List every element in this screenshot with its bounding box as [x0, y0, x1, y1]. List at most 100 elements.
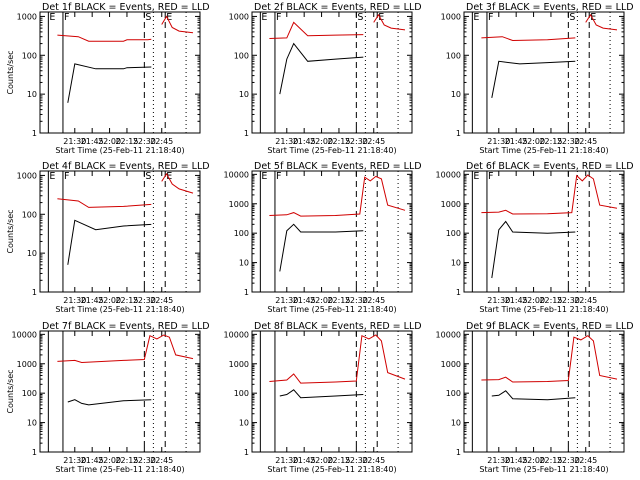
- x-tick-label: 22:30: [557, 137, 580, 146]
- marker-letter: S: [145, 12, 151, 23]
- marker-letter: E: [378, 12, 384, 23]
- x-tick-label: 22:45: [362, 456, 385, 465]
- x-tick-label: 21:30: [275, 456, 298, 465]
- x-tick-label: 22:15: [327, 137, 350, 146]
- x-tick-label: 22:15: [115, 456, 138, 465]
- lld-series-2: [57, 198, 152, 208]
- detector-panel-7: Det 7f BLACK = Events, RED = LLD 1 10 100 10…: [6, 321, 210, 474]
- x-tick-label: 22:30: [345, 137, 368, 146]
- y-tick-label: 1000: [229, 12, 249, 21]
- y-tick-label: 10: [239, 419, 249, 428]
- x-tick-label: 22:45: [574, 296, 597, 305]
- x-tick-label: 21:45: [505, 137, 528, 146]
- x-tick-label: 21:45: [293, 296, 316, 305]
- lld-series-2: [269, 334, 406, 384]
- marker-letter: E: [590, 12, 596, 23]
- marker-letter: F: [64, 171, 69, 182]
- y-tick-label: 1000: [441, 360, 461, 369]
- y-tick-label: 1000: [17, 171, 37, 180]
- events-series-1: [491, 390, 576, 401]
- y-tick-label: 10000: [12, 330, 37, 339]
- y-axis-label: Counts/sec: [6, 50, 15, 94]
- x-tick-label: 21:45: [81, 456, 104, 465]
- plot-frame: [251, 330, 413, 453]
- marker-letter: S: [569, 12, 575, 23]
- lld-series-3: [373, 13, 406, 31]
- events-series-1: [67, 399, 152, 406]
- plot-frame: [463, 11, 625, 134]
- marker-letter: E: [473, 171, 479, 182]
- events-series-1: [279, 223, 364, 272]
- x-tick-label: 21:45: [81, 137, 104, 146]
- y-tick-label: 10000: [436, 170, 461, 179]
- y-tick-label: 10: [451, 419, 461, 428]
- x-tick-label: 22:15: [539, 456, 562, 465]
- y-axis-label: Counts/sec: [6, 209, 15, 253]
- y-tick-label: 100: [446, 51, 461, 60]
- detector-panel-3: Det 3f BLACK = Events, RED = LLD 1 10 100 10…: [441, 2, 634, 155]
- y-tick-label: 1: [456, 129, 461, 138]
- x-axis-label: Start Time (25-Feb-11 21:18:40): [267, 305, 396, 314]
- detector-panel-5: Det 5f BLACK = Events, RED = LLD 1 10 100 10…: [224, 161, 422, 314]
- y-tick-label: 100: [234, 51, 249, 60]
- detector-panel-1: Det 1f BLACK = Events, RED = LLD 1 10 100 10…: [6, 2, 210, 155]
- panel-title: Det 1f BLACK = Events, RED = LLD: [42, 2, 210, 13]
- x-tick-label: 22:45: [362, 296, 385, 305]
- y-tick-label: 10: [451, 90, 461, 99]
- x-tick-label: 22:30: [133, 137, 156, 146]
- marker-letter: F: [276, 171, 281, 182]
- marker-letter: F: [488, 171, 493, 182]
- x-axis-label: Start Time (25-Feb-11 21:18:40): [55, 465, 184, 474]
- x-axis-label: Start Time (25-Feb-11 21:18:40): [479, 305, 608, 314]
- x-tick-label: 22:30: [345, 296, 368, 305]
- x-axis-label: Start Time (25-Feb-11 21:18:40): [267, 146, 396, 155]
- panel-title: Det 7f BLACK = Events, RED = LLD: [42, 321, 210, 332]
- x-tick-label: 22:45: [150, 296, 173, 305]
- plot-frame: [463, 330, 625, 453]
- y-tick-label: 1: [456, 288, 461, 297]
- x-axis-label: Start Time (25-Feb-11 21:18:40): [55, 305, 184, 314]
- y-tick-label: 10: [451, 259, 461, 268]
- x-tick-label: 22:15: [539, 296, 562, 305]
- x-tick-label: 22:15: [539, 137, 562, 146]
- detector-panel-9: Det 9f BLACK = Events, RED = LLD 1 10 100 10…: [436, 321, 634, 474]
- x-axis-label: Start Time (25-Feb-11 21:18:40): [267, 465, 396, 474]
- y-tick-label: 10: [27, 90, 37, 99]
- y-tick-label: 1: [244, 448, 249, 457]
- y-tick-label: 1: [244, 129, 249, 138]
- y-tick-label: 10: [27, 249, 37, 258]
- y-tick-label: 100: [234, 229, 249, 238]
- panel-title: Det 9f BLACK = Events, RED = LLD: [466, 321, 634, 332]
- x-tick-label: 21:45: [505, 296, 528, 305]
- y-tick-label: 100: [446, 229, 461, 238]
- marker-letter: F: [276, 12, 281, 23]
- x-tick-label: 22:00: [522, 456, 545, 465]
- detector-panel-8: Det 8f BLACK = Events, RED = LLD 1 10 100 10…: [224, 321, 422, 474]
- x-tick-label: 22:00: [522, 296, 545, 305]
- lld-series-2: [269, 175, 406, 217]
- x-tick-label: 22:30: [557, 456, 580, 465]
- x-tick-label: 22:00: [310, 296, 333, 305]
- y-tick-label: 100: [22, 389, 37, 398]
- marker-letter: S: [145, 171, 151, 182]
- x-tick-label: 21:45: [293, 137, 316, 146]
- x-tick-label: 22:00: [98, 456, 121, 465]
- events-series-1: [491, 60, 576, 98]
- lld-series-2: [57, 334, 194, 364]
- lld-series-2: [481, 335, 618, 383]
- plot-frame: [251, 11, 413, 134]
- panel-title: Det 2f BLACK = Events, RED = LLD: [254, 2, 422, 13]
- y-tick-label: 1000: [17, 12, 37, 21]
- x-tick-label: 21:30: [275, 296, 298, 305]
- y-tick-label: 1: [32, 129, 37, 138]
- marker-letter: E: [49, 12, 55, 23]
- lld-series-2: [481, 36, 576, 42]
- x-tick-label: 22:45: [150, 137, 173, 146]
- lld-series-2: [57, 34, 152, 42]
- x-tick-label: 21:45: [505, 456, 528, 465]
- x-tick-label: 22:00: [98, 296, 121, 305]
- y-tick-label: 100: [234, 389, 249, 398]
- lld-series-2: [269, 21, 364, 39]
- x-tick-label: 22:45: [150, 456, 173, 465]
- detector-panel-2: Det 2f BLACK = Events, RED = LLD 1 10 100 10…: [229, 2, 422, 155]
